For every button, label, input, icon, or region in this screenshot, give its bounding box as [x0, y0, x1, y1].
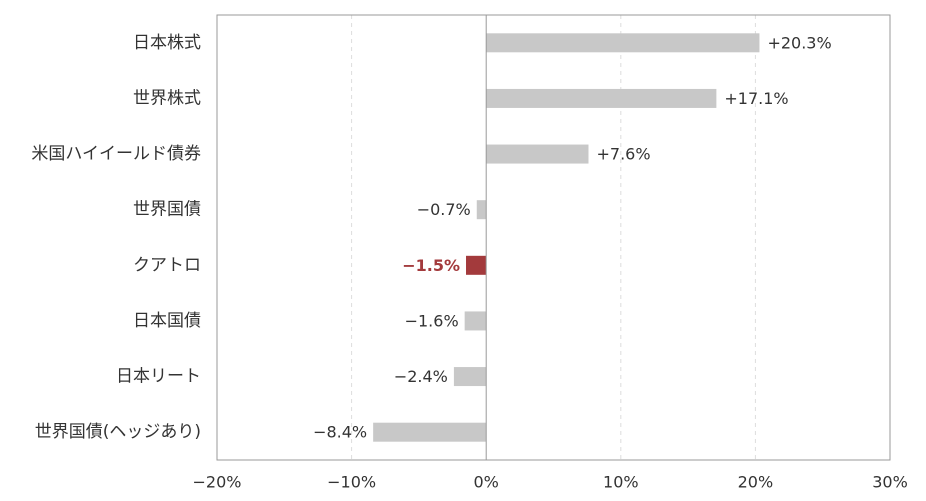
data-label: −8.4% [313, 423, 367, 442]
x-tick-label: 20% [738, 473, 774, 492]
data-label: +17.1% [724, 89, 788, 108]
x-tick-label: −20% [193, 473, 242, 492]
bar [453, 367, 487, 387]
category-label: 日本国債 [133, 311, 201, 331]
data-label: +7.6% [596, 145, 650, 164]
category-label: 世界国債 [133, 200, 201, 220]
bar [373, 422, 487, 442]
data-label: −1.6% [405, 311, 459, 330]
x-tick-label: 0% [474, 473, 499, 492]
bar [486, 88, 717, 108]
category-label: 米国ハイイールド債券 [31, 144, 201, 164]
bar [486, 33, 760, 53]
labels: 日本株式 +20.3% 世界株式 +17.1% 米国ハイイールド債券 +7.6% 世界国債 −… [31, 33, 907, 492]
x-tick-label: −10% [327, 473, 376, 492]
data-label: −0.7% [417, 200, 471, 219]
bar [486, 144, 589, 164]
category-label: 日本株式 [133, 33, 201, 53]
category-label: 日本リート [116, 367, 201, 387]
bar [476, 200, 487, 220]
grid-lines [351, 15, 756, 460]
bars [373, 33, 760, 442]
category-label: 世界国債(ヘッジあり) [35, 422, 201, 442]
axes [216, 14, 891, 461]
data-label: −1.5% [402, 256, 460, 275]
plot-border [216, 14, 891, 461]
bar-highlight [466, 255, 487, 275]
x-tick-label: 10% [603, 473, 639, 492]
category-label: 世界株式 [133, 88, 201, 108]
category-label: クアトロ [133, 255, 201, 275]
data-label: +20.3% [767, 33, 831, 52]
bar [464, 311, 487, 331]
data-label: −2.4% [394, 367, 448, 386]
x-tick-label: 30% [872, 473, 908, 492]
